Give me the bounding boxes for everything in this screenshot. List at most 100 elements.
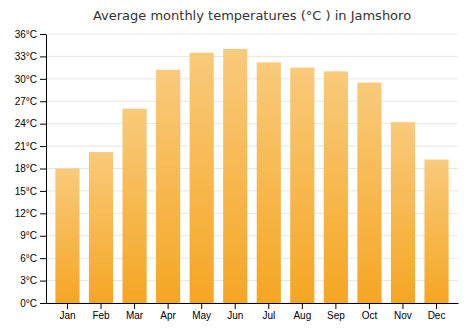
tick-label: Mar (126, 310, 144, 321)
bar (391, 122, 415, 303)
bar (257, 62, 281, 303)
y-tick: 21°C (15, 141, 46, 152)
tick-mark (134, 303, 135, 309)
tick-mark (369, 303, 370, 309)
tick-mark (40, 124, 46, 125)
x-tick: Sep (327, 303, 345, 321)
tick-label: Jul (262, 310, 275, 321)
y-axis: 0°C 3°C 6°C 9°C 12°C 15°C 18°C 21°C 24°C 27°C 30°C… (15, 29, 47, 309)
tick-label: Jan (59, 310, 75, 321)
bar (55, 169, 79, 304)
tick-mark (40, 79, 46, 80)
tick-mark (40, 303, 46, 304)
tick-label: May (192, 310, 211, 321)
tick-label: 21°C (15, 141, 37, 152)
x-tick: Jun (227, 303, 243, 321)
grid-line (46, 101, 458, 102)
tick-mark (40, 56, 46, 57)
tick-mark (40, 146, 46, 147)
y-tick: 0°C (20, 298, 46, 309)
x-tick: Apr (160, 303, 176, 321)
bar (122, 109, 146, 303)
axis-line (47, 303, 459, 304)
x-tick: Dec (428, 303, 446, 321)
plot: 0°C 3°C 6°C 9°C 12°C 15°C 18°C 21°C 24°C 27°C 30°C… (15, 29, 459, 321)
tick-mark (40, 213, 46, 214)
tick-mark (40, 258, 46, 259)
tick-label: 0°C (20, 298, 37, 309)
y-tick: 33°C (15, 51, 46, 62)
bar (357, 83, 381, 303)
tick-label: 3°C (20, 275, 37, 286)
bar (190, 53, 214, 303)
tick-mark (302, 303, 303, 309)
tick-mark (40, 34, 46, 35)
y-tick: 12°C (15, 208, 46, 219)
tick-label: Apr (160, 310, 176, 321)
tick-label: 9°C (20, 230, 37, 241)
bar (223, 49, 247, 303)
y-tick: 9°C (20, 230, 46, 241)
bar (424, 160, 448, 303)
y-tick: 24°C (15, 118, 46, 129)
tick-label: 6°C (20, 253, 37, 264)
grid-line (46, 78, 458, 79)
bar (89, 152, 113, 303)
x-tick: Nov (394, 303, 412, 321)
tick-label: Nov (394, 310, 412, 321)
tick-mark (201, 303, 202, 309)
tick-label: 36°C (15, 29, 37, 40)
tick-label: Jun (227, 310, 243, 321)
tick-label: 12°C (15, 208, 37, 219)
x-tick: Mar (126, 303, 144, 321)
tick-mark (436, 303, 437, 309)
tick-mark (40, 236, 46, 237)
tick-label: 27°C (15, 96, 37, 107)
bar (156, 70, 180, 303)
y-tick: 3°C (20, 275, 46, 286)
tick-label: 24°C (15, 118, 37, 129)
grid (46, 34, 458, 303)
tick-label: 18°C (15, 163, 37, 174)
tick-mark (402, 303, 403, 309)
bars (55, 49, 448, 303)
tick-label: 33°C (15, 51, 37, 62)
chart: 0°C 3°C 6°C 9°C 12°C 15°C 18°C 21°C 24°C 27°C 30°C… (0, 0, 474, 331)
x-tick: Jan (59, 303, 75, 321)
tick-label: Sep (327, 310, 345, 321)
x-tick: Oct (362, 303, 378, 321)
x-tick: Jul (262, 303, 275, 321)
y-tick: 18°C (15, 163, 46, 174)
tick-label: 15°C (15, 186, 37, 197)
x-tick: Feb (92, 303, 110, 321)
tick-label: Feb (92, 310, 110, 321)
bar (324, 71, 348, 303)
x-tick: Aug (293, 303, 311, 321)
tick-mark (40, 281, 46, 282)
tick-label: Oct (362, 310, 378, 321)
tick-mark (101, 303, 102, 309)
grid-line (46, 34, 458, 35)
tick-mark (168, 303, 169, 309)
y-tick: 15°C (15, 186, 46, 197)
tick-mark (268, 303, 269, 309)
tick-label: 30°C (15, 74, 37, 85)
tick-mark (67, 303, 68, 309)
y-tick: 30°C (15, 74, 46, 85)
tick-label: Dec (428, 310, 446, 321)
tick-mark (235, 303, 236, 309)
x-tick: May (192, 303, 211, 321)
x-axis: Jan Feb Mar Apr May Jun Jul Aug Sep Oct Nov Dec (47, 303, 459, 321)
tick-label: Aug (293, 310, 311, 321)
tick-mark (40, 169, 46, 170)
axis-line (46, 35, 47, 304)
tick-mark (40, 191, 46, 192)
grid-line (46, 56, 458, 57)
y-tick: 6°C (20, 253, 46, 264)
title: Average monthly temperatures (°C ) in Ja… (93, 8, 411, 23)
tick-mark (40, 101, 46, 102)
bar (290, 68, 314, 303)
y-tick: 36°C (15, 29, 46, 40)
y-tick: 27°C (15, 96, 46, 107)
tick-mark (335, 303, 336, 309)
